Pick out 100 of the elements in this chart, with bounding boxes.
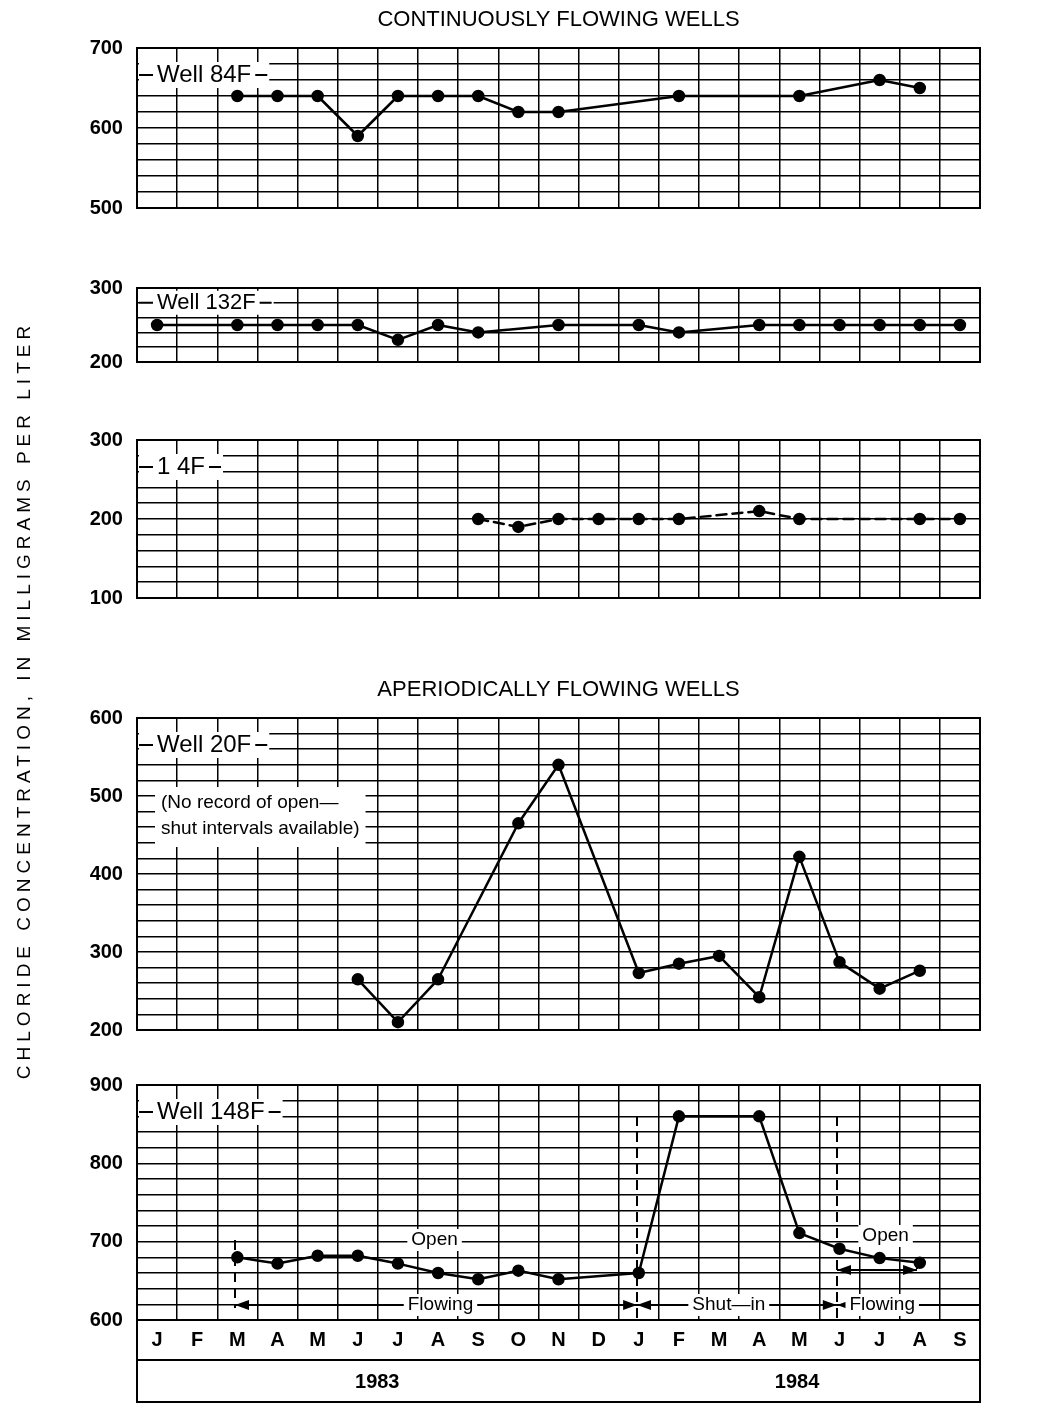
point: [391, 89, 405, 103]
point: [873, 1251, 886, 1265]
point: [632, 966, 646, 980]
point: [231, 318, 244, 332]
x-tick-label: N: [551, 1327, 566, 1350]
annotation: Open: [862, 1224, 909, 1246]
chart-title: CONTINUOUSLY FLOWING WELLS: [377, 6, 740, 32]
point: [471, 1273, 485, 1286]
point: [793, 89, 806, 103]
point: [632, 512, 646, 526]
x-tick-label: D: [591, 1327, 606, 1350]
point: [512, 817, 525, 830]
point: [471, 512, 485, 526]
x-tick-label: J: [392, 1327, 404, 1350]
point: [150, 318, 164, 332]
x-tick-label: F: [672, 1327, 686, 1350]
point: [913, 318, 927, 332]
text: 1983: [355, 1369, 400, 1392]
point: [873, 318, 886, 332]
y-tick-label: 600: [89, 1307, 123, 1330]
annotation: (No record of open— shut intervals available): [161, 791, 360, 839]
point: [351, 129, 365, 143]
y-tick-label: 200: [89, 349, 123, 372]
point: [672, 1110, 686, 1123]
text: 1984: [774, 1369, 821, 1392]
x-tick-label: S: [953, 1327, 967, 1350]
point: [672, 89, 686, 103]
point: [231, 1251, 244, 1264]
point: [431, 1266, 445, 1280]
point: [311, 1249, 324, 1263]
point: [552, 105, 565, 119]
y-tick-label: 200: [89, 506, 123, 529]
point: [552, 512, 565, 526]
x-tick-label: J: [633, 1327, 645, 1350]
point: [391, 1257, 405, 1270]
point: [672, 957, 686, 970]
point: [953, 512, 967, 526]
point: [833, 1242, 846, 1255]
x-tick-label: A: [430, 1327, 446, 1350]
y-tick-label: 600: [89, 115, 123, 138]
legend-label: Well 148F: [157, 1096, 265, 1124]
point: [471, 326, 485, 339]
y-tick-label: 300: [89, 427, 123, 450]
point: [431, 973, 445, 986]
x-tick-label: M: [309, 1327, 326, 1350]
point: [512, 520, 525, 534]
point: [271, 1257, 284, 1270]
legend-label: Well 132F: [157, 288, 256, 314]
annotation: Flowing: [849, 1293, 915, 1315]
point: [552, 758, 565, 772]
y-tick-label: 800: [89, 1150, 123, 1173]
point: [873, 73, 886, 87]
point: [311, 89, 324, 103]
y-tick-label: 200: [89, 1017, 123, 1040]
y-tick-label: 400: [89, 861, 123, 884]
x-tick-label: J: [874, 1327, 886, 1350]
point: [351, 973, 365, 986]
point: [632, 318, 646, 332]
y-tick-label: 900: [89, 1072, 123, 1095]
point: [752, 318, 766, 332]
legend-label: Well 84F: [157, 59, 252, 87]
point: [351, 1249, 365, 1263]
y-tick-label: 700: [89, 1229, 123, 1252]
x-tick-label: O: [510, 1327, 527, 1350]
y-tick-label: 500: [89, 195, 123, 218]
point: [793, 1226, 806, 1240]
point: [712, 949, 726, 963]
legend-label: Well 20F: [157, 729, 252, 757]
x-tick-label: A: [751, 1327, 767, 1350]
x-tick-label: J: [833, 1327, 846, 1350]
point: [793, 512, 806, 526]
point: [913, 964, 927, 977]
point: [311, 318, 324, 332]
point: [351, 318, 365, 332]
point: [793, 850, 806, 864]
point: [913, 512, 927, 526]
point: [471, 89, 485, 103]
x-tick-label: A: [912, 1327, 928, 1350]
point: [752, 990, 766, 1004]
point: [592, 512, 605, 526]
point: [552, 318, 565, 332]
y-tick-label: 500: [89, 783, 123, 806]
legend-label: 1 4F: [157, 451, 206, 479]
annotation: Open: [411, 1228, 458, 1250]
point: [833, 955, 846, 969]
y-tick-label: 700: [89, 35, 123, 58]
point: [833, 318, 846, 332]
point: [752, 504, 766, 518]
y-tick-label: 100: [89, 585, 123, 608]
x-tick-label: M: [791, 1327, 808, 1350]
point: [431, 318, 445, 332]
point: [431, 89, 445, 103]
point: [913, 1256, 927, 1270]
x-tick-label: M: [710, 1327, 728, 1350]
point: [793, 318, 806, 332]
x-tick-label: A: [270, 1327, 285, 1350]
point: [231, 89, 244, 103]
x-tick-label: F: [191, 1327, 204, 1350]
x-tick-label: J: [151, 1327, 163, 1350]
y-tick-label: 300: [89, 275, 123, 298]
